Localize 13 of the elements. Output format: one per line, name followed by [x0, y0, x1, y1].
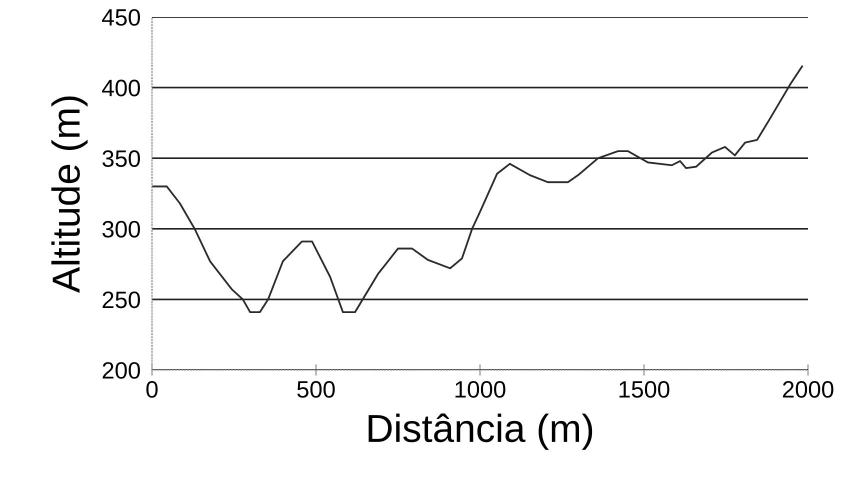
x-tick-label: 1500: [620, 381, 670, 398]
y-tick-label: 200: [102, 362, 140, 379]
x-tick-label: 0: [146, 381, 158, 398]
y-tick-label: 400: [102, 80, 140, 96]
y-tick-label: 450: [102, 9, 140, 26]
x-axis-title: Distância (m): [368, 414, 592, 450]
x-tick-label: 1000: [456, 381, 506, 398]
x-tick-label: 2000: [782, 381, 834, 398]
y-axis-title: Altitude (m): [51, 96, 88, 293]
y-tick-label: 300: [102, 220, 140, 238]
y-tick-label: 250: [102, 291, 140, 308]
y-tick-label: 350: [102, 150, 140, 167]
x-tick-label: 500: [297, 381, 335, 398]
